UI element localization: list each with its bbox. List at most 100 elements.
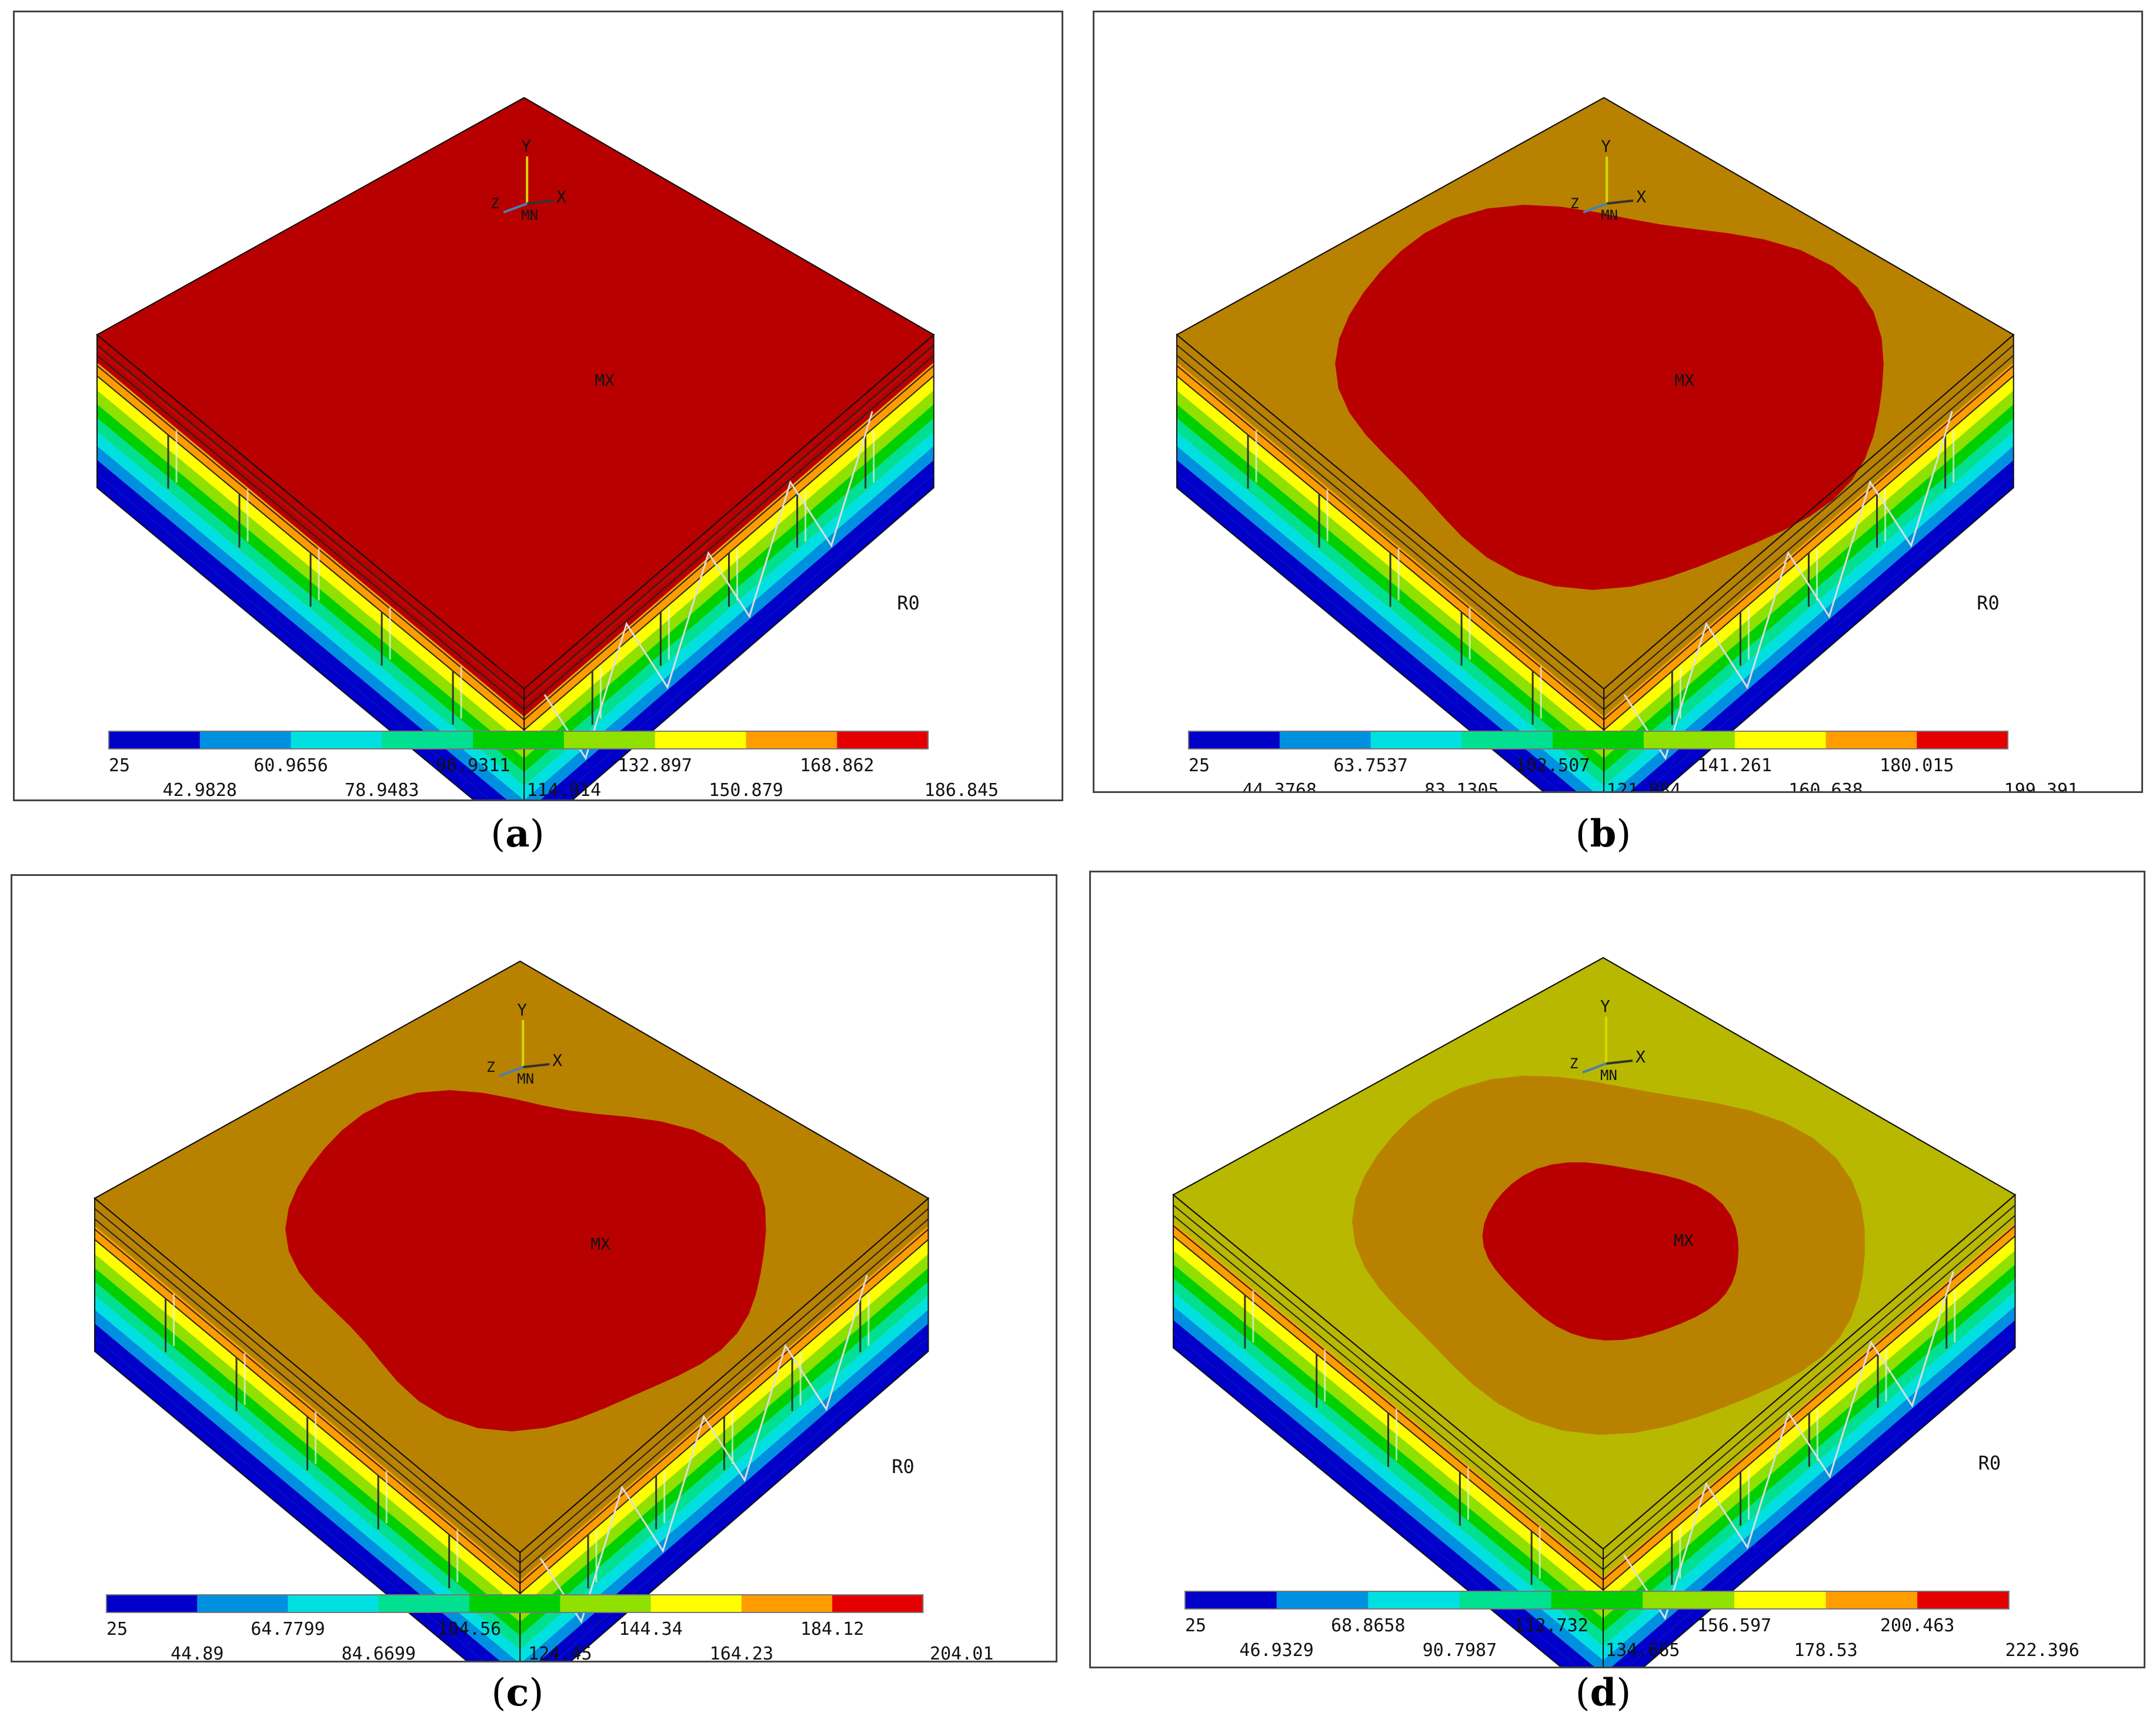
legend-bottom-value: 78.9483	[345, 780, 419, 801]
legend-bottom-value: 160.638	[1788, 780, 1863, 793]
model-view-d: Y X Z MN MX R0 25 68.8658 112.732 156.597 200.463 4…	[1172, 957, 2080, 1667]
legend-bottom-value: 164.23	[710, 1644, 773, 1662]
front-right-layer	[520, 1295, 929, 1661]
legend-swatch	[1276, 1591, 1369, 1609]
legend-bottom-value: 204.01	[930, 1644, 993, 1662]
axis-y-label: Y	[521, 136, 531, 156]
axis-x-label: X	[552, 1051, 562, 1070]
legend-top-value: 144.34	[619, 1619, 682, 1640]
legend-swatch	[560, 1595, 652, 1612]
z-axis-icon	[1582, 1062, 1607, 1074]
front-right-layer	[1614, 446, 2014, 791]
legend-bottom-value: 114.914	[527, 780, 601, 801]
legend-top-value: 25	[109, 755, 130, 776]
axis-x-label: X	[1636, 187, 1646, 206]
front-right-layer	[557, 474, 934, 799]
legend-swatch	[1551, 1591, 1643, 1609]
legend-top-value: 180.015	[1880, 755, 1954, 776]
legend-swatch	[1734, 1591, 1827, 1609]
legend-swatch	[1368, 1591, 1460, 1609]
legend-swatch	[288, 1595, 379, 1612]
legend-bottom-value: 44.3768	[1243, 780, 1317, 793]
legend-bottom-value: 90.7987	[1423, 1640, 1497, 1661]
legend-top-value: 141.261	[1698, 755, 1772, 776]
legend-swatch	[563, 731, 656, 749]
legend-swatch	[291, 731, 382, 749]
legend-bottom-value: 42.9828	[163, 780, 237, 801]
legend-top-value: 64.7799	[251, 1619, 325, 1640]
legend-swatch	[1459, 1591, 1552, 1609]
legend-bottom-value: 83.1305	[1424, 780, 1498, 793]
r0-label: R0	[1978, 1452, 2001, 1474]
front-right-layer	[525, 446, 934, 799]
legend-swatch	[655, 731, 747, 749]
legend-bottom-value: 44.89	[171, 1644, 223, 1662]
front-right-layer	[1603, 1292, 2015, 1661]
mx-label: MX	[590, 1234, 610, 1254]
legend-top-value: 200.463	[1880, 1615, 1954, 1636]
front-left-layer	[95, 1323, 500, 1661]
axis-x-label: X	[556, 187, 566, 206]
axis-z-label: Z	[1570, 1055, 1578, 1072]
legend-top-value: 104.56	[438, 1619, 501, 1640]
legend-top-value: 60.9656	[253, 755, 328, 776]
front-right-layer	[1604, 432, 2014, 791]
legend-swatch	[832, 1595, 923, 1612]
mn-label: MN	[517, 1071, 534, 1087]
legend-swatch	[1825, 1591, 1918, 1609]
axis-z-label: Z	[1570, 195, 1578, 212]
r0-label: R0	[892, 1455, 915, 1478]
legend-bottom-value: 199.391	[2004, 780, 2078, 793]
legend-swatch	[746, 731, 837, 749]
front-left-layer	[97, 446, 523, 799]
legend-swatch	[1643, 731, 1736, 749]
legend-swatch	[1461, 731, 1553, 749]
legend-swatch	[1279, 731, 1371, 749]
legend-swatch	[1917, 1591, 2010, 1609]
legend-top-value: 102.507	[1516, 755, 1590, 776]
front-left-layer	[1173, 1334, 1577, 1667]
front-left-layer	[97, 474, 490, 799]
legend-top-value: 184.12	[800, 1619, 864, 1640]
legend-top-value: 25	[1189, 755, 1210, 776]
z-axis-icon	[503, 202, 528, 214]
legend-swatch	[106, 1595, 198, 1612]
legend-swatch	[1825, 731, 1917, 749]
panel-c: Y X Z MN MX R0 25 64.7799 104.56 144.34 184.12 44.8…	[11, 874, 1057, 1662]
z-axis-icon	[1583, 202, 1607, 214]
legend-bottom-value: 124.45	[528, 1644, 592, 1662]
legend-bottom-value: 186.845	[925, 780, 999, 801]
panel-d: Y X Z MN MX R0 25 68.8658 112.732 156.597 200.463 4…	[1089, 871, 2145, 1668]
mn-label: MN	[1600, 1067, 1617, 1084]
caption-c: (c)	[491, 1671, 544, 1715]
front-left-layer	[1177, 459, 1577, 791]
legend-bottom-value: 46.9329	[1239, 1640, 1313, 1661]
legend-swatch	[1370, 731, 1462, 749]
front-right-layer	[524, 432, 934, 799]
caption-a: (a)	[490, 812, 545, 856]
legend-top-value: 68.8658	[1331, 1615, 1405, 1636]
x-axis-icon	[1606, 199, 1634, 205]
r0-label: R0	[1977, 592, 2000, 614]
hot-zone	[285, 1090, 766, 1432]
legend-swatch	[469, 1595, 560, 1612]
legend-bottom-value: 222.396	[2005, 1640, 2079, 1661]
caption-b: (b)	[1575, 812, 1631, 856]
axis-z-label: Z	[490, 195, 499, 212]
coil-wire	[543, 411, 873, 761]
axis-y-label: Y	[517, 1000, 527, 1019]
legend-top-value: 25	[106, 1619, 128, 1640]
coil-wire	[1623, 411, 1953, 761]
legend-swatch	[1553, 731, 1644, 749]
front-left-layer	[95, 1295, 520, 1661]
front-right-layer	[540, 459, 934, 799]
x-axis-icon	[523, 1063, 550, 1068]
coil-wire	[539, 1274, 868, 1624]
legend-top-value: 156.597	[1697, 1615, 1771, 1636]
legend-swatch	[1189, 731, 1280, 749]
legend-swatch	[1185, 1591, 1277, 1609]
axis-x-label: X	[1636, 1047, 1646, 1067]
hot-zone	[1335, 205, 1884, 590]
legend-swatch	[199, 731, 292, 749]
front-left-layer	[1177, 432, 1604, 791]
